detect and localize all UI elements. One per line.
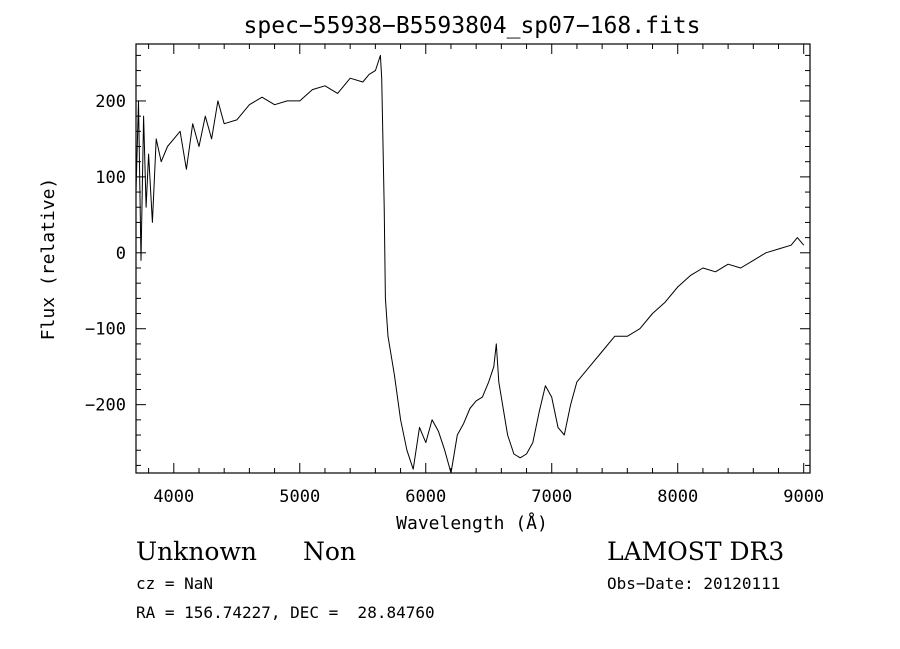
axis-ticks [136,44,810,473]
y-tick-label: 200 [95,92,126,112]
chart-title: spec−55938−B5593804_sp07−168.fits [244,13,701,39]
coordinates-label: RA = 156.74227, DEC = 28.84760 [136,603,435,622]
y-tick-label: 0 [116,244,126,264]
x-tick-label: 9000 [783,487,824,507]
y-axis-label: Flux (relative) [38,178,59,341]
survey-label: LAMOST DR3 [607,537,785,566]
object-subclass: Non [303,537,357,566]
plot-frame [135,43,811,474]
x-tick-label: 7000 [531,487,572,507]
x-tick-label: 8000 [657,487,698,507]
series-line [135,54,805,474]
redshift-label: cz = NaN [136,574,214,593]
x-axis-label: Wavelength (Å) [396,512,548,534]
y-tick-label: −200 [85,396,126,416]
y-tick-label: 100 [95,168,126,188]
x-tick-label: 5000 [279,487,320,507]
x-tick-label: 4000 [153,487,194,507]
tick-labels: 4000 5000 6000 7000 8000 9000 200 100 0 −100 −200 [85,92,824,507]
y-tick-label: −100 [85,320,126,340]
object-class: Unknown [136,537,257,566]
x-tick-label: 6000 [405,487,446,507]
obs-date-label: Obs−Date: 20120111 [607,574,781,593]
